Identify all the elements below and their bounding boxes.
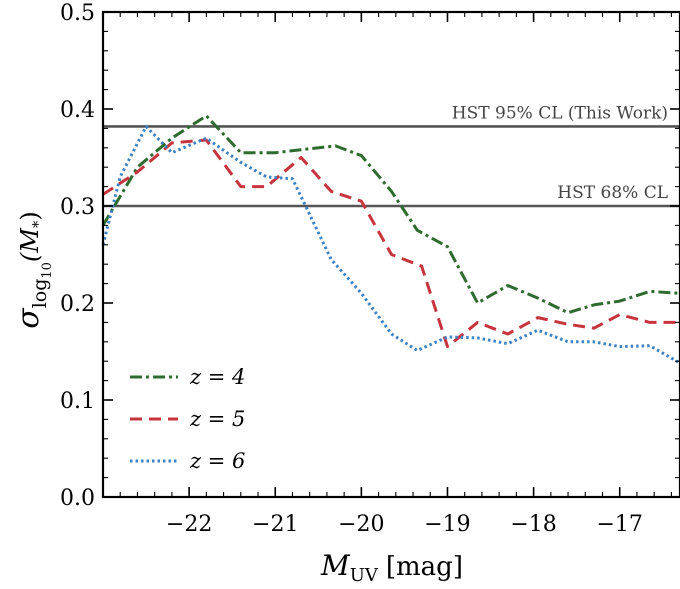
x-tick-label-4: −18 (510, 512, 556, 537)
axes: −22 −21 −20 −19 −18 −17 0.0 0.1 0.2 0.3 0.4 0.5 (60, 1, 680, 537)
y-tick-label-1: 0.1 (60, 389, 95, 414)
reference-label-0: HST 95% CL (This Work) (452, 103, 668, 123)
x-axis-title: MUV [mag] (320, 549, 463, 586)
y-tick-label-0: 0.0 (60, 486, 95, 511)
series-line-0 (101, 114, 680, 315)
series-line-2 (101, 125, 680, 365)
x-tick-label-0: −22 (166, 512, 212, 537)
y-axis-title: σlog10(M*) (11, 211, 55, 329)
x-tick-label-5: −17 (596, 512, 642, 537)
x-tick-label-3: −19 (424, 512, 470, 537)
legend-label-2: z = 6 (189, 449, 245, 473)
y-tick-label-2: 0.2 (60, 292, 95, 317)
y-tick-label-3: 0.3 (60, 195, 95, 220)
y-tick-label-4: 0.4 (60, 98, 95, 123)
legend-label-1: z = 5 (189, 407, 245, 431)
axes-frame (101, 10, 680, 499)
reference-label-1: HST 68% CL (557, 183, 668, 203)
reference-lines: HST 95% CL (This Work) HST 68% CL (103, 103, 680, 208)
x-tick-label-1: −21 (252, 512, 298, 537)
x-tick-label-2: −20 (338, 512, 384, 537)
series-lines (101, 114, 680, 365)
legend-label-0: z = 4 (189, 365, 245, 389)
legend: z = 4 z = 5 z = 6 (130, 365, 245, 473)
series-line-1 (102, 138, 680, 349)
y-tick-label-5: 0.5 (60, 1, 95, 26)
